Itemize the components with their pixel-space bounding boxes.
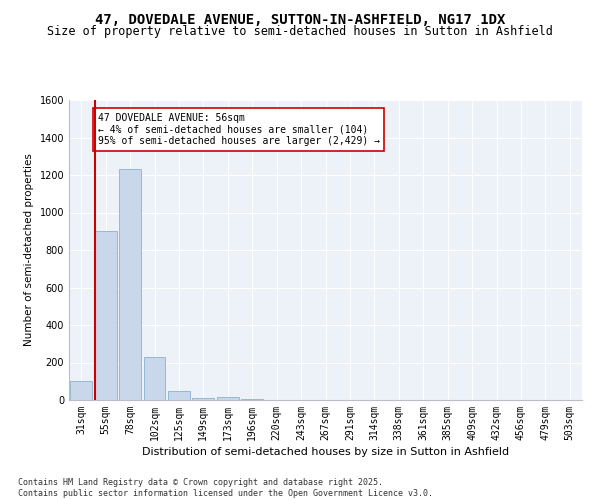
Text: Size of property relative to semi-detached houses in Sutton in Ashfield: Size of property relative to semi-detach…	[47, 25, 553, 38]
Bar	[217, 396, 239, 400]
X-axis label: Distribution of semi-detached houses by size in Sutton in Ashfield: Distribution of semi-detached houses by …	[142, 447, 509, 457]
Text: 47 DOVEDALE AVENUE: 56sqm
← 4% of semi-detached houses are smaller (104)
95% of : 47 DOVEDALE AVENUE: 56sqm ← 4% of semi-d…	[98, 113, 380, 146]
Bar	[168, 390, 190, 400]
Bar	[95, 231, 116, 400]
Text: 47, DOVEDALE AVENUE, SUTTON-IN-ASHFIELD, NG17 1DX: 47, DOVEDALE AVENUE, SUTTON-IN-ASHFIELD,…	[95, 12, 505, 26]
Y-axis label: Number of semi-detached properties: Number of semi-detached properties	[24, 154, 34, 346]
Bar	[193, 398, 214, 400]
Bar	[241, 398, 263, 400]
Text: Contains HM Land Registry data © Crown copyright and database right 2025.
Contai: Contains HM Land Registry data © Crown c…	[18, 478, 433, 498]
Bar	[119, 170, 141, 400]
Bar	[143, 357, 166, 400]
Bar	[70, 381, 92, 400]
